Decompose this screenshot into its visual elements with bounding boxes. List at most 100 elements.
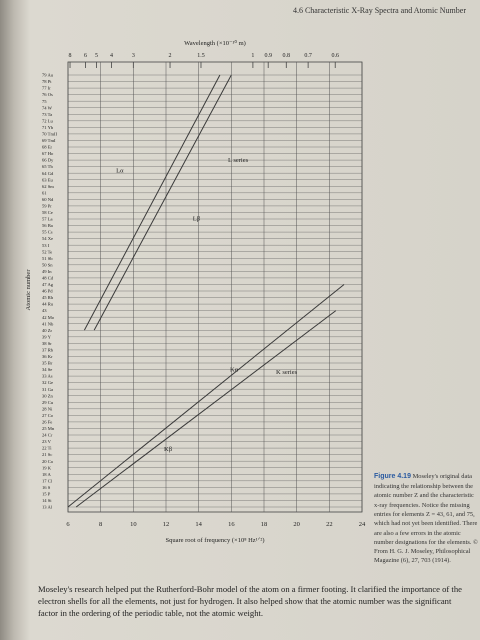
y-tick-label: 16 S xyxy=(42,485,51,490)
y-tick-label: 56 Ba xyxy=(42,223,53,228)
y-tick-label: 21 Sc xyxy=(42,452,52,457)
y-tick-label: 18 A xyxy=(42,472,51,477)
y-tick-label: 38 Sr xyxy=(42,341,52,346)
y-tick-label: 57 La xyxy=(42,217,53,222)
y-tick-label: 13 Al xyxy=(42,505,53,510)
y-tick-label: 65 Tb xyxy=(42,164,53,169)
x-tick-label: 6 xyxy=(66,521,70,528)
series-line xyxy=(93,74,232,331)
y-tick-label: 58 Ce xyxy=(42,210,53,215)
y-tick-label: 68 Er xyxy=(42,145,53,150)
y-tick-label: 70 TmII xyxy=(42,132,58,137)
y-tick-label: 33 As xyxy=(42,374,53,379)
y-tick-label: 47 Ag xyxy=(42,282,54,287)
x2-tick-label: 0.7 xyxy=(304,53,312,59)
x2-tick-label: 0.6 xyxy=(331,53,339,59)
y-tick-label: 51 Sb xyxy=(42,256,53,261)
y-tick-label: 76 Os xyxy=(42,92,53,97)
y-tick-label: 43 xyxy=(42,308,47,313)
y-tick-label: 15 P xyxy=(42,492,51,497)
y-tick-label: 28 Ni xyxy=(42,406,53,411)
series-label: Kα xyxy=(230,367,239,374)
x2-tick-label: 2 xyxy=(169,53,172,59)
annotation: K series xyxy=(276,369,298,376)
y-tick-label: 44 Ru xyxy=(42,302,54,307)
y-tick-label: 14 Si xyxy=(42,498,52,503)
y-tick-label: 26 Fe xyxy=(42,420,52,425)
x2-tick-label: 0.9 xyxy=(264,53,272,59)
y-tick-label: 32 Ge xyxy=(42,380,53,385)
y-tick-label: 19 K xyxy=(42,465,52,470)
x2-tick-label: 6 xyxy=(84,53,87,59)
y-tick-label: 49 In xyxy=(42,269,52,274)
y-tick-label: 34 Se xyxy=(42,367,52,372)
y-tick-label: 71 Yb xyxy=(42,125,54,130)
y-tick-label: 53 I xyxy=(42,243,50,248)
y-tick-label: 23 V xyxy=(42,439,52,444)
y-tick-label: 79 Au xyxy=(42,73,54,78)
y-tick-label: 75 xyxy=(42,99,47,104)
y-tick-label: 25 Mn xyxy=(42,426,55,431)
y-tick-label: 74 W xyxy=(42,105,53,110)
y-tick-label: 20 Ca xyxy=(42,459,53,464)
x-tick-label: 20 xyxy=(293,521,300,528)
y-tick-label: 17 Cl xyxy=(42,478,53,483)
y-tick-label: 45 Rh xyxy=(42,295,54,300)
series-label: Kβ xyxy=(164,446,173,453)
series-line xyxy=(75,310,337,508)
x-tick-label: 16 xyxy=(228,521,235,528)
y-tick-label: 41 Nb xyxy=(42,321,54,326)
y-tick-label: 59 Pr xyxy=(42,204,52,209)
y-tick-label: 62 Sm xyxy=(42,184,54,189)
y-tick-label: 60 Nd xyxy=(42,197,54,202)
y-tick-label: 67 Ho xyxy=(42,151,54,156)
x2-tick-label: 3 xyxy=(132,53,135,59)
running-header: 4.6 Characteristic X-Ray Spectra and Ato… xyxy=(292,6,466,15)
x-axis-title: Square root of frequency (×10⁸ Hz¹ᐟ²) xyxy=(165,537,264,544)
y-tick-label: 46 Pd xyxy=(42,289,53,294)
y-tick-label: 63 Eu xyxy=(42,177,54,182)
x2-tick-label: 0.8 xyxy=(283,53,291,59)
y-tick-label: 40 Zr xyxy=(42,328,53,333)
y-tick-label: 39 Y xyxy=(42,334,52,339)
y-tick-label: 50 Sn xyxy=(42,262,53,267)
figure-label: Figure 4.19 xyxy=(374,473,411,480)
x-tick-label: 10 xyxy=(130,521,137,528)
x2-tick-label: 1.5 xyxy=(197,53,205,59)
x2-axis-title: Wavelength (×10⁻¹⁰ m) xyxy=(184,39,246,47)
series-line xyxy=(83,74,221,331)
y-tick-label: 52 Te xyxy=(42,249,52,254)
y-tick-label: 55 Cs xyxy=(42,230,53,235)
body-paragraph: Moseley's research helped put the Ruther… xyxy=(38,584,462,618)
x2-tick-label: 1 xyxy=(251,53,254,59)
y-tick-label: 24 Cr xyxy=(42,433,53,438)
annotation: L series xyxy=(228,157,249,164)
y-tick-label: 22 Ti xyxy=(42,446,52,451)
y-tick-label: 69 TmI xyxy=(42,138,56,143)
x2-tick-label: 4 xyxy=(110,53,113,59)
x-tick-label: 8 xyxy=(99,521,102,528)
y-tick-label: 64 Gd xyxy=(42,171,54,176)
y-tick-label: 72 Lu xyxy=(42,118,54,123)
y-tick-label: 30 Zn xyxy=(42,393,54,398)
y-tick-label: 29 Cu xyxy=(42,400,54,405)
y-tick-label: 37 Rb xyxy=(42,348,54,353)
x2-tick-label: 5 xyxy=(95,53,98,59)
y-tick-label: 36 Kr xyxy=(42,354,53,359)
y-tick-label: 48 Cd xyxy=(42,276,54,281)
series-line xyxy=(67,284,345,508)
x-tick-label: 12 xyxy=(163,521,170,528)
y-tick-label: 78 Pt xyxy=(42,79,52,84)
y-tick-label: 73 Ta xyxy=(42,112,52,117)
x-tick-label: 18 xyxy=(261,521,268,528)
y-tick-label: 61 xyxy=(42,190,47,195)
y-tick-label: 66 Dy xyxy=(42,158,54,163)
y-tick-label: 77 Ir xyxy=(42,86,51,91)
y-tick-label: 42 Mo xyxy=(42,315,55,320)
y-tick-label: 35 Br xyxy=(42,361,53,366)
figure-caption: Figure 4.19 Moseley's original data indi… xyxy=(374,472,480,566)
series-label: Lα xyxy=(116,168,124,175)
x-tick-label: 14 xyxy=(195,521,202,528)
x-tick-label: 24 xyxy=(359,521,366,528)
